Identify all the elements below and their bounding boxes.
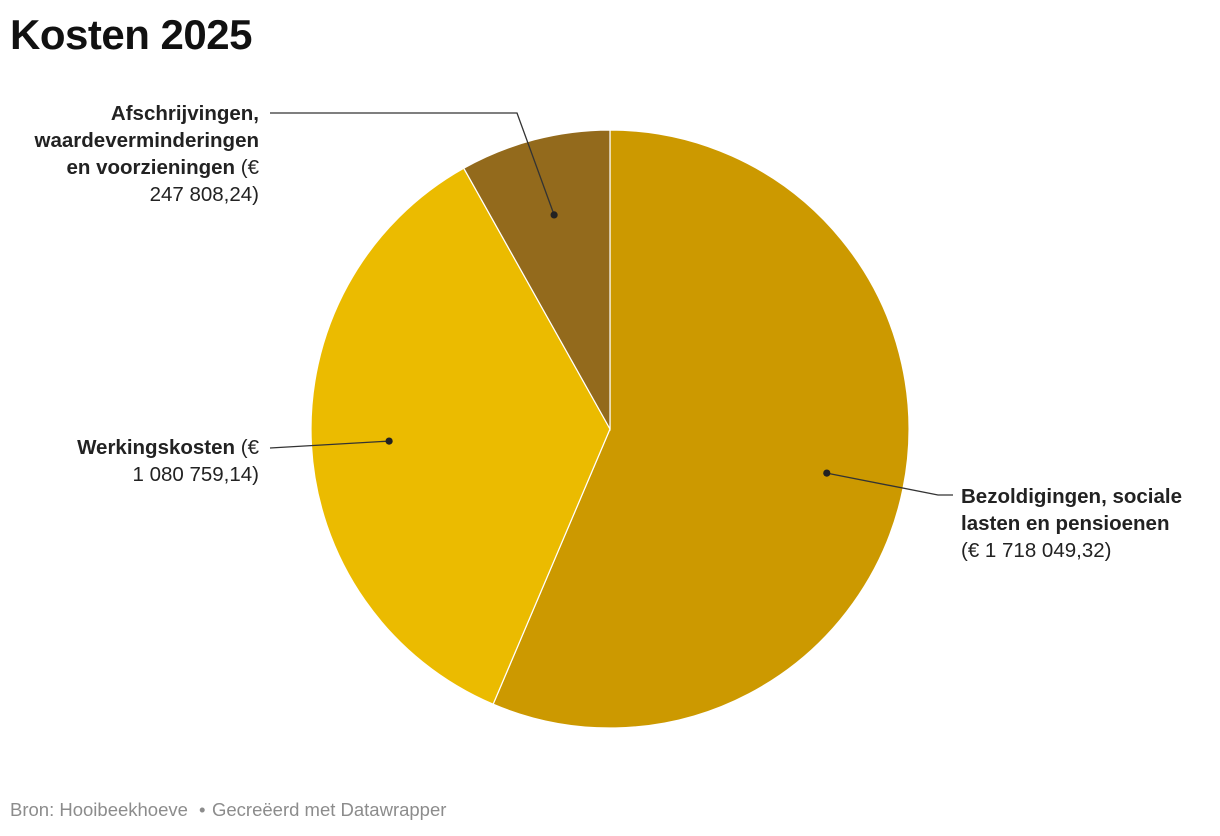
label-afschrijvingen: Afschrijvingen, waardeverminderingen en … bbox=[35, 100, 259, 208]
footer-source: Bron: Hooibeekhoeve bbox=[10, 799, 188, 820]
label-bezoldigingen: Bezoldigingen, sociale lasten en pensioe… bbox=[961, 483, 1182, 564]
footer: Bron: Hooibeekhoeve • Gecreëerd met Datawr… bbox=[10, 799, 446, 821]
chart-title: Kosten 2025 bbox=[10, 11, 252, 58]
leader-dot-afschrijvingen bbox=[550, 211, 558, 219]
footer-separator: • bbox=[199, 799, 206, 820]
label-afschrijvingen-value-end: 247 808,24) bbox=[149, 183, 259, 206]
pie-slices bbox=[310, 129, 910, 729]
leader-line-bezoldigingen bbox=[826, 472, 953, 496]
label-bezoldigingen-value: (€ 1 718 049,32) bbox=[961, 539, 1112, 562]
label-afschrijvingen-name-3: en voorzieningen bbox=[66, 156, 236, 179]
label-werkingskosten-value-start: (€ bbox=[235, 436, 259, 459]
label-bezoldigingen-name-2: lasten en pensioenen bbox=[961, 512, 1170, 535]
footer-credit: Gecreëerd met Datawrapper bbox=[211, 799, 447, 820]
label-afschrijvingen-value-start: (€ bbox=[235, 156, 259, 179]
leader-dot-werkingskosten bbox=[385, 437, 393, 445]
label-afschrijvingen-name-2: waardeverminderingen bbox=[34, 129, 259, 152]
leader-dot-bezoldigingen bbox=[823, 469, 831, 477]
leader-lines bbox=[269, 112, 953, 496]
label-afschrijvingen-name-1: Afschrijvingen, bbox=[110, 102, 259, 125]
label-werkingskosten: Werkingskosten (€ 1 080 759,14) bbox=[77, 434, 259, 488]
label-werkingskosten-name: Werkingskosten bbox=[77, 436, 236, 459]
pie-slice-afschrijvingen bbox=[462, 129, 611, 432]
label-werkingskosten-value-end: 1 080 759,14) bbox=[132, 463, 259, 486]
leader-line-afschrijvingen bbox=[270, 112, 555, 216]
label-bezoldigingen-name-1: Bezoldigingen, sociale bbox=[961, 485, 1182, 508]
leader-line-werkingskosten bbox=[269, 440, 390, 449]
